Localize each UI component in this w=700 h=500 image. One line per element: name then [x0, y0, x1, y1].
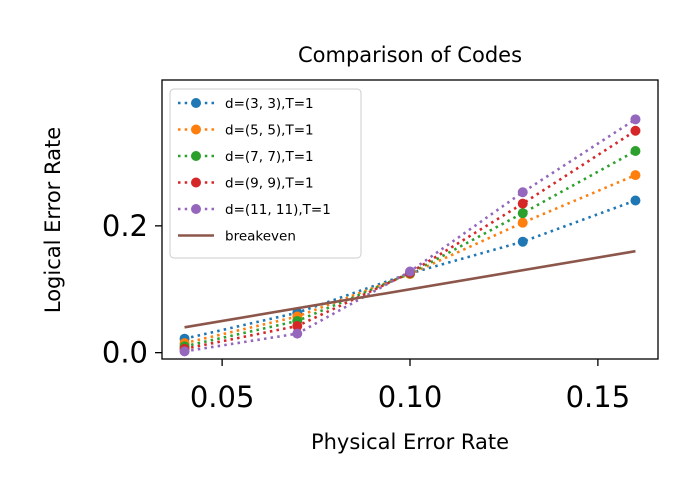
legend-marker	[191, 151, 201, 161]
data-point	[405, 266, 415, 277]
data-point	[630, 146, 641, 157]
x-tick-label: 0.15	[566, 380, 631, 414]
data-point	[292, 328, 303, 339]
legend-label: d=(5, 5),T=1	[225, 123, 314, 139]
x-tick-label: 0.10	[378, 380, 443, 414]
y-tick-label: 0.0	[102, 336, 148, 370]
data-point	[630, 125, 641, 136]
data-point	[517, 217, 528, 228]
axes: 0.05 0.10 0.15 0.0 0.2	[102, 209, 630, 414]
y-tick-label: 0.2	[102, 209, 148, 243]
x-tick-label: 0.05	[190, 380, 255, 414]
series-breakeven	[184, 249, 636, 329]
legend-label: d=(11, 11),T=1	[225, 202, 331, 218]
data-point	[292, 321, 303, 332]
legend-item: d=(9, 9),T=1	[178, 176, 314, 192]
data-point	[179, 346, 190, 357]
legend-label: d=(9, 9),T=1	[225, 176, 314, 192]
legend-marker	[191, 124, 201, 135]
legend-item: d=(5, 5),T=1	[178, 123, 314, 139]
legend-label: d=(3, 3),T=1	[225, 96, 314, 112]
x-axis-label: Physical Error Rate	[311, 430, 509, 454]
data-point	[517, 187, 528, 198]
legend-label: d=(7, 7),T=1	[225, 149, 314, 165]
plot-area	[179, 114, 641, 357]
legend-item: breakeven	[178, 229, 296, 245]
legend-item: d=(7, 7),T=1	[178, 149, 314, 165]
data-point	[630, 195, 641, 206]
series-d-11-11-t-1	[179, 114, 641, 357]
legend-label: breakeven	[225, 229, 296, 245]
y-axis-label: Logical Error Rate	[41, 127, 65, 313]
series-line	[184, 249, 636, 329]
data-point	[630, 114, 641, 125]
data-point	[517, 236, 528, 247]
legend: d=(3, 3),T=1 d=(5, 5),T=1 d=(7, 7),T=1 d=(9…	[169, 88, 362, 259]
data-point	[630, 170, 641, 181]
series-line	[184, 129, 637, 351]
legend-item: d=(3, 3),T=1	[178, 96, 314, 112]
legend-item: d=(11, 11),T=1	[178, 202, 331, 218]
data-point	[517, 208, 528, 219]
legend-box	[169, 88, 362, 259]
legend-marker	[191, 204, 201, 214]
chart-title: Comparison of Codes	[298, 43, 522, 67]
legend-marker	[191, 177, 201, 188]
legend-marker	[191, 98, 201, 108]
data-point	[517, 198, 528, 209]
